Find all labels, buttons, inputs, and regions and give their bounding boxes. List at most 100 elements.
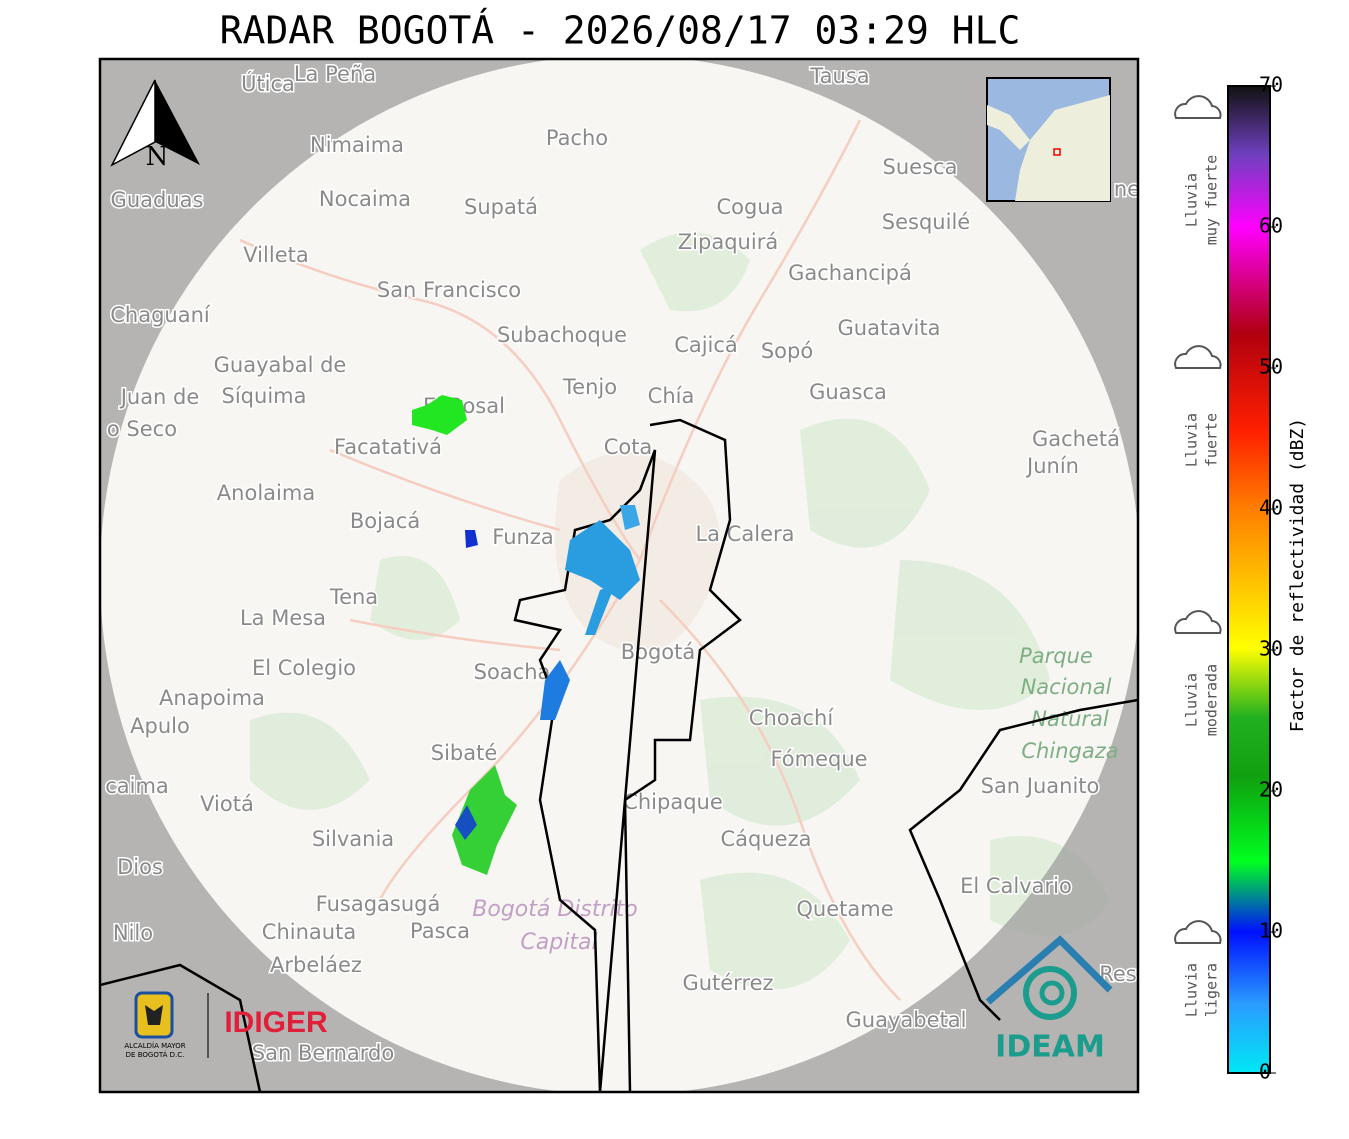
legend-label: moderada: [1203, 664, 1221, 736]
place-label: Guaduas: [111, 188, 204, 212]
place-label: Supatá: [464, 195, 538, 219]
place-label: ne: [1114, 177, 1140, 201]
north-label: N: [146, 142, 169, 172]
colorbar-label: Factor de reflectividad (dBZ): [1287, 418, 1308, 732]
place-label: Nilo: [113, 921, 153, 945]
logo-text: ALCALDÍA MAYOR: [124, 1041, 185, 1050]
colorbar-tick-label: 10: [1259, 919, 1283, 943]
legend-label: ligera: [1203, 963, 1221, 1017]
bogota-boundary: [513, 418, 742, 1092]
title: RADAR BOGOTÁ - 2026/08/17 03:29 HLC: [220, 9, 1021, 53]
place-label: Cogua: [716, 195, 783, 219]
place-label: Anapoima: [159, 686, 265, 710]
place-label: San Francisco: [377, 278, 521, 302]
place-label: Tausa: [809, 64, 869, 88]
logo-idiger: IDIGER: [224, 1006, 328, 1039]
place-label: La Calera: [695, 522, 794, 546]
dept-boundary: [908, 698, 1138, 1021]
place-label: Juan de: [119, 385, 200, 409]
place-label: Villeta: [243, 243, 308, 267]
place-label: Pacho: [546, 126, 608, 150]
radar-echoes: [412, 395, 640, 875]
place-label: Soacha: [474, 660, 551, 684]
place-label: Facatativá: [334, 435, 442, 459]
legend-label: Lluvia: [1183, 963, 1201, 1017]
logo-alcaldia: ALCALDÍA MAYOR DE BOGOTÁ D.C. IDIGER: [124, 991, 328, 1059]
roads: [239, 119, 901, 1001]
place-label: Chipaque: [623, 790, 723, 814]
place-label: Bogotá: [621, 640, 696, 664]
place-label: La Peña: [294, 62, 376, 86]
place-label: o Seco: [107, 417, 177, 441]
place-label: Sibaté: [431, 741, 498, 765]
colorbar-tick-label: 0: [1259, 1060, 1271, 1084]
place-label: San Bernardo: [252, 1041, 394, 1065]
place-label: San Juanito: [981, 774, 1100, 798]
place-label: Cajicá: [674, 333, 738, 357]
park-label: Chingaza: [1021, 739, 1118, 763]
place-label: Tenjo: [562, 375, 617, 399]
place-label: Apulo: [130, 714, 190, 738]
place-label: caima: [105, 774, 169, 798]
place-label: Chaguaní: [110, 303, 211, 327]
legend-label: Lluvia: [1183, 673, 1201, 727]
map-frame: [98, 57, 1140, 1094]
colorbar-tick-label: 50: [1259, 355, 1283, 379]
dept-boundary: [100, 963, 262, 1092]
north-arrow: N: [110, 79, 200, 172]
place-label: Sesquilé: [882, 210, 970, 234]
place-label: La Mesa: [240, 606, 326, 630]
place-label: Síquima: [222, 384, 307, 408]
place-label: Dios: [117, 855, 163, 879]
place-label: Suesca: [883, 155, 958, 179]
colorbar-tick-label: 20: [1259, 778, 1283, 802]
colorbar-tick-label: 60: [1259, 214, 1283, 238]
logo-text: DE BOGOTÁ D.C.: [126, 1050, 185, 1059]
place-label: Quetame: [796, 897, 893, 921]
place-label: Funza: [492, 525, 553, 549]
place-label: Junín: [1025, 454, 1079, 478]
park-label: Nacional: [1021, 675, 1112, 699]
place-label: Tena: [329, 585, 378, 609]
rain-icon: [1174, 610, 1222, 634]
place-label: Fómeque: [770, 747, 867, 771]
place-label: Cota: [604, 435, 653, 459]
colorbar-tick-label: 40: [1259, 496, 1283, 520]
colorbar-tick-label: 30: [1259, 637, 1283, 661]
place-label: Chinauta: [262, 920, 356, 944]
place-label: Pasca: [410, 919, 470, 943]
place-label: Cáqueza: [721, 827, 812, 851]
park-label: Parque: [1019, 644, 1093, 668]
place-label: Viotá: [200, 792, 254, 816]
place-label: Útica: [241, 71, 295, 96]
colorbar: [1227, 85, 1271, 1074]
inset-map: [986, 77, 1111, 202]
place-label: Bojacá: [350, 509, 420, 533]
place-label: Gutérrez: [682, 971, 773, 995]
district-label: Bogotá Distrito: [472, 897, 637, 922]
district-label: Capital: [520, 930, 597, 955]
vegetation: [250, 232, 1110, 990]
colorbar-tick-label: 70: [1259, 73, 1283, 97]
place-label: Chía: [648, 384, 695, 408]
place-label: Guasca: [809, 380, 887, 404]
place-label: Fusagasugá: [316, 892, 441, 916]
place-label: El Calvario: [960, 874, 1072, 898]
place-label: Arbeláez: [270, 953, 362, 977]
place-label: Guayabetal: [846, 1008, 967, 1032]
place-label: Nocaima: [319, 187, 411, 211]
place-label: Zipaquirá: [678, 230, 778, 254]
place-label: Choachí: [749, 706, 835, 730]
rain-icon: [1174, 345, 1222, 369]
place-label: Nimaima: [310, 133, 404, 157]
rain-icon: [1174, 95, 1222, 119]
place-label: Guayabal de: [214, 353, 347, 377]
legend-label: Lluvia: [1183, 413, 1201, 467]
place-label: El Colegio: [252, 656, 356, 680]
place-label: Gachancipá: [788, 261, 912, 285]
place-label: Anolaima: [217, 481, 315, 505]
place-label: Gachetá: [1032, 427, 1120, 451]
logo-ideam-text: IDEAM: [995, 1030, 1105, 1065]
